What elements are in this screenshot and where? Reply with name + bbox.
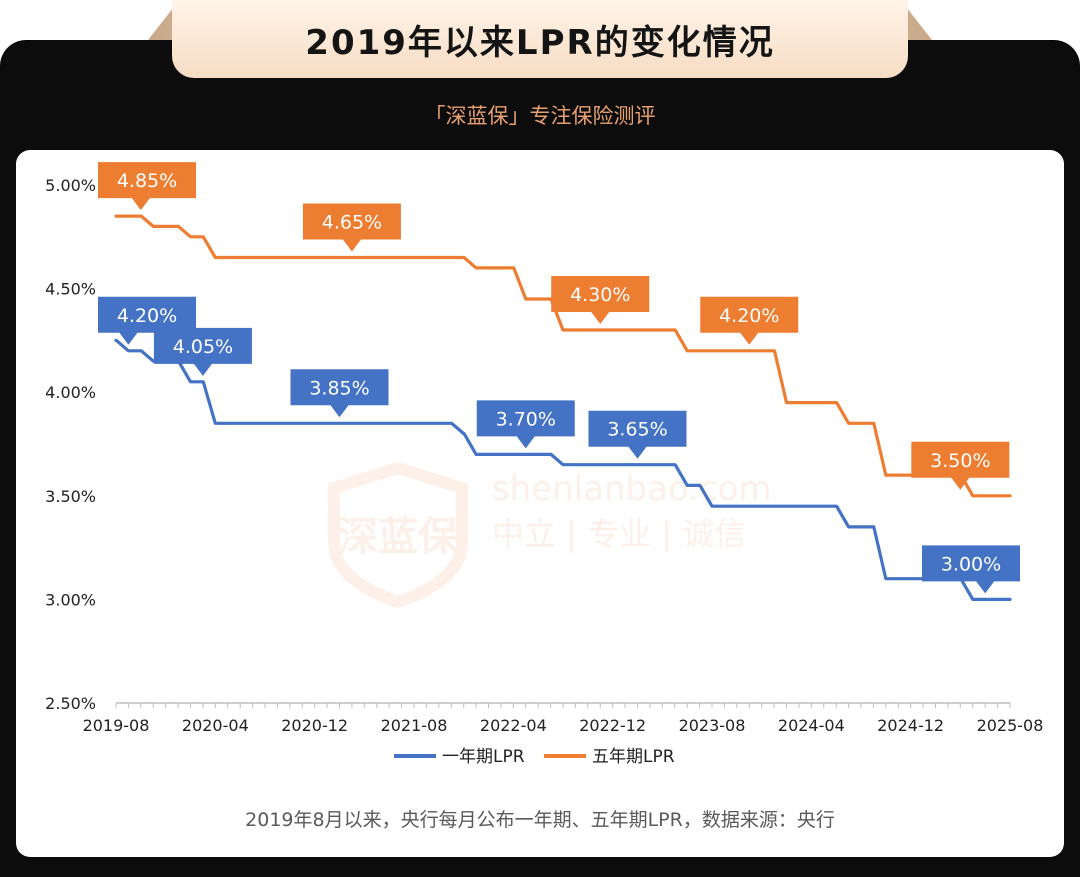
data-label-text: 4.30%	[570, 284, 630, 306]
brand-tagline: 「深蓝保」专注保险测评	[424, 104, 656, 128]
legend-label: 一年期LPR	[442, 747, 525, 767]
data-label-bubble	[551, 276, 650, 325]
data-label-bubble	[588, 410, 687, 459]
data-label-text: 3.85%	[309, 377, 369, 399]
data-label-text: 3.50%	[930, 450, 990, 472]
x-tick-label: 2024-04	[778, 716, 845, 735]
x-tick-label: 2025-08	[977, 716, 1044, 735]
y-tick-label: 5.00%	[45, 176, 96, 195]
data-label-one-year: 3.65%	[588, 410, 687, 459]
data-label-bubble	[922, 545, 1020, 594]
watermark: 深蓝保 shenlanbao.com 中立 | 专业 | 诚信	[328, 461, 772, 609]
series-line-five-year	[114, 214, 1012, 498]
x-tick-label: 2020-12	[281, 716, 348, 735]
data-label-text: 4.05%	[173, 336, 233, 358]
data-label-one-year: 4.20%	[98, 296, 196, 345]
data-label-five-year: 3.50%	[911, 441, 1010, 490]
x-tick-label: 2022-04	[480, 716, 547, 735]
x-tick-label: 2023-08	[679, 716, 746, 735]
legend-item-one-year: 一年期LPR	[394, 747, 525, 767]
y-tick-label: 3.50%	[45, 487, 96, 506]
x-tick-label: 2020-04	[182, 716, 249, 735]
legend-label: 五年期LPR	[592, 747, 675, 767]
data-label-five-year: 4.20%	[700, 296, 799, 345]
data-label-bubble	[98, 296, 196, 345]
x-tick-label: 2021-08	[381, 716, 448, 735]
watermark-logo: 深蓝保	[338, 514, 459, 560]
data-label-text: 4.65%	[322, 212, 382, 234]
data-label-one-year: 3.70%	[476, 400, 575, 449]
data-label-five-year: 4.65%	[302, 203, 401, 252]
page-title: 2019年以来LPR的变化情况	[305, 22, 775, 63]
x-tick-label: 2019-08	[83, 716, 150, 735]
data-label-text: 4.85%	[117, 170, 177, 192]
watermark-slogan: 中立 | 专业 | 诚信	[492, 515, 746, 553]
y-tick-label: 4.50%	[45, 280, 96, 299]
data-label-bubble	[290, 369, 389, 418]
y-tick-label: 2.50%	[45, 694, 96, 713]
data-label-text: 3.00%	[941, 553, 1001, 575]
data-label-one-year: 4.05%	[153, 327, 252, 376]
data-label-text: 3.70%	[496, 408, 556, 430]
x-tick-label: 2024-12	[877, 716, 944, 735]
data-label-bubble	[700, 296, 799, 345]
data-label-text: 4.20%	[117, 305, 177, 327]
legend-item-five-year: 五年期LPR	[544, 747, 675, 767]
y-tick-label: 3.00%	[45, 590, 96, 609]
title-tab: 2019年以来LPR的变化情况	[148, 0, 932, 80]
data-label-bubble	[98, 162, 196, 211]
data-label-five-year: 4.30%	[551, 276, 650, 325]
watermark-domain: shenlanbao.com	[492, 469, 772, 509]
watermark-shield-icon	[328, 461, 468, 609]
data-label-text: 3.65%	[607, 419, 667, 441]
data-label-one-year: 3.00%	[922, 545, 1020, 594]
data-label-bubble	[476, 400, 575, 449]
chart-caption: 2019年8月以来，央行每月公布一年期、五年期LPR，数据来源：央行	[245, 809, 835, 831]
data-label-bubble	[302, 203, 401, 252]
data-label-text: 4.20%	[719, 305, 779, 327]
x-tick-label: 2022-12	[579, 716, 646, 735]
data-label-bubble	[911, 441, 1010, 490]
title-tab-body: 2019年以来LPR的变化情况	[172, 0, 908, 78]
y-tick-label: 4.00%	[45, 383, 96, 402]
data-label-bubble	[153, 327, 252, 376]
lpr-line-chart: 深蓝保 shenlanbao.com 中立 | 专业 | 诚信 5.00% 4.50% 4…	[45, 162, 1044, 767]
data-label-one-year: 3.85%	[290, 369, 389, 418]
data-label-five-year: 4.85%	[98, 162, 196, 211]
chart-panel: 深蓝保 shenlanbao.com 中立 | 专业 | 诚信 5.00% 4.50% 4…	[16, 150, 1064, 857]
